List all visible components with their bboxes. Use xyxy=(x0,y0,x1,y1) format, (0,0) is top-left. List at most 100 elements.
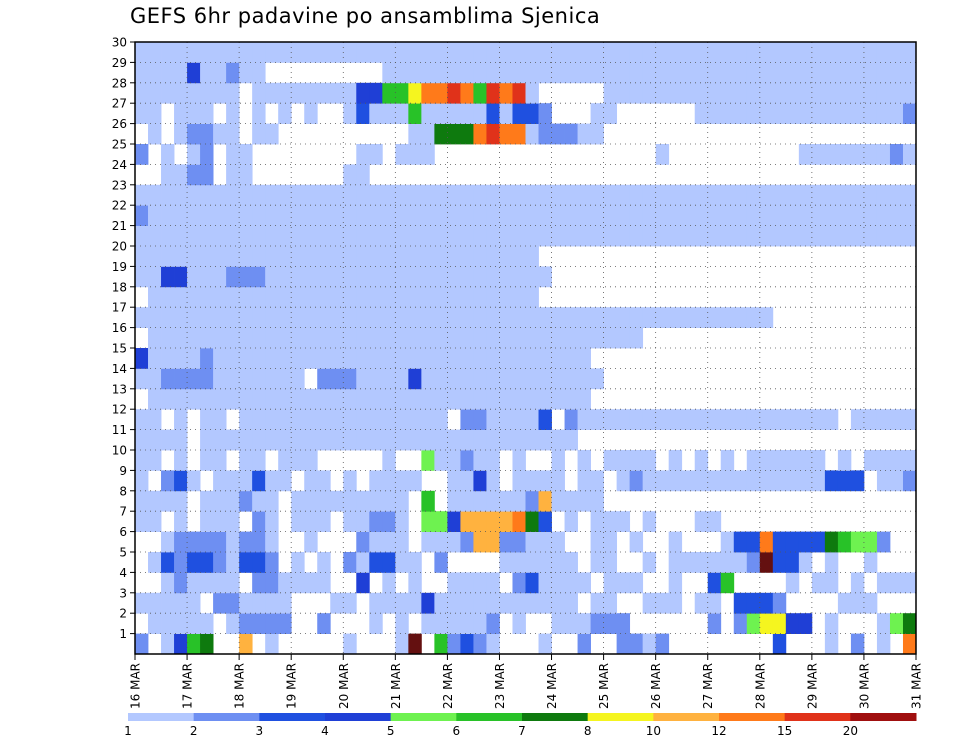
heatmap-cell xyxy=(278,450,292,471)
heatmap-cell xyxy=(460,450,474,471)
heatmap-cell xyxy=(772,613,787,634)
heatmap-cell xyxy=(629,327,644,349)
heatmap-cell xyxy=(733,103,748,124)
heatmap-cell xyxy=(837,531,852,553)
heatmap-cell xyxy=(356,266,370,288)
heatmap-cell xyxy=(902,633,917,655)
heatmap-cell xyxy=(213,82,227,104)
heatmap-cell xyxy=(161,490,175,512)
heatmap-cell xyxy=(876,450,891,471)
heatmap-cell xyxy=(343,368,357,390)
heatmap-cell xyxy=(447,429,461,451)
heatmap-cell xyxy=(382,42,396,63)
heatmap-cell xyxy=(616,327,631,349)
heatmap-cell xyxy=(317,409,331,430)
heatmap-cell xyxy=(174,225,188,247)
heatmap-cell xyxy=(746,82,761,104)
heatmap-cell xyxy=(499,552,513,573)
heatmap-cell xyxy=(252,327,266,349)
heatmap-cell xyxy=(187,633,201,655)
heatmap-cell xyxy=(434,348,448,369)
heatmap-cell xyxy=(473,613,487,634)
y-tick-label: 9 xyxy=(119,464,127,478)
heatmap-cell xyxy=(486,531,500,553)
heatmap-cell xyxy=(460,368,474,390)
heatmap-cell xyxy=(239,613,253,634)
heatmap-cell xyxy=(837,144,852,165)
heatmap-cell xyxy=(603,82,618,104)
heatmap-cell xyxy=(343,307,357,328)
heatmap-cell xyxy=(577,388,591,410)
heatmap-cell xyxy=(720,205,735,226)
heatmap-cell xyxy=(512,388,526,410)
heatmap-cell xyxy=(551,429,565,451)
heatmap-cell xyxy=(408,327,422,349)
heatmap-cell xyxy=(135,409,149,430)
heatmap-cell xyxy=(629,82,644,104)
heatmap-cell xyxy=(538,592,552,614)
heatmap-cell xyxy=(551,388,565,410)
heatmap-cell xyxy=(278,246,292,267)
y-tick-label: 17 xyxy=(112,301,127,315)
heatmap-cell xyxy=(421,613,435,634)
heatmap-cell xyxy=(213,184,227,206)
heatmap-cell xyxy=(356,103,370,124)
heatmap-cell xyxy=(733,592,748,614)
heatmap-cell xyxy=(473,246,487,267)
heatmap-cell xyxy=(759,42,774,63)
heatmap-cell xyxy=(265,490,279,512)
heatmap-cell xyxy=(512,450,526,471)
heatmap-cell xyxy=(187,592,201,614)
heatmap-cell xyxy=(512,246,526,267)
heatmap-cell xyxy=(850,409,865,430)
heatmap-cell xyxy=(382,307,396,328)
heatmap-cell xyxy=(252,511,266,532)
heatmap-cell xyxy=(499,592,513,614)
heatmap-cell xyxy=(746,409,761,430)
heatmap-cell xyxy=(460,307,474,328)
heatmap-cell xyxy=(473,266,487,288)
x-tick-label: 31 MAR xyxy=(910,663,924,709)
heatmap-cell xyxy=(629,531,644,553)
heatmap-cell xyxy=(785,184,800,206)
heatmap-cell xyxy=(408,42,422,63)
heatmap-cell xyxy=(278,82,292,104)
heatmap-cell xyxy=(525,327,539,349)
heatmap-cell xyxy=(746,307,761,328)
heatmap-cell xyxy=(187,348,201,369)
heatmap-cell xyxy=(824,633,839,655)
heatmap-cell xyxy=(174,490,188,512)
heatmap-cell xyxy=(551,327,565,349)
heatmap-cell xyxy=(512,470,526,492)
heatmap-cell xyxy=(447,572,461,594)
heatmap-cell xyxy=(291,572,305,594)
heatmap-cell xyxy=(291,490,305,512)
heatmap-cell xyxy=(343,592,357,614)
heatmap-cell xyxy=(824,205,839,226)
heatmap-cell xyxy=(174,592,188,614)
heatmap-cell xyxy=(603,552,618,573)
heatmap-cell xyxy=(512,266,526,288)
heatmap-cell xyxy=(265,368,279,390)
heatmap-cell xyxy=(200,286,214,308)
heatmap-cell xyxy=(655,82,670,104)
heatmap-cell xyxy=(447,62,461,84)
heatmap-cell xyxy=(382,531,396,553)
heatmap-cell xyxy=(473,388,487,410)
heatmap-cell xyxy=(395,246,409,267)
heatmap-cell xyxy=(148,225,162,247)
heatmap-cell xyxy=(278,205,292,226)
heatmap-cell xyxy=(486,388,500,410)
heatmap-cell xyxy=(148,450,162,471)
heatmap-cell xyxy=(395,103,409,124)
heatmap-cell xyxy=(733,205,748,226)
heatmap-cell xyxy=(486,184,500,206)
heatmap-cell xyxy=(135,592,149,614)
y-tick-label: 29 xyxy=(112,56,127,70)
heatmap-cell xyxy=(512,184,526,206)
heatmap-cell xyxy=(564,42,578,63)
heatmap-cell xyxy=(785,225,800,247)
heatmap-cell xyxy=(148,429,162,451)
heatmap-cell xyxy=(252,613,266,634)
heatmap-cell xyxy=(421,266,435,288)
